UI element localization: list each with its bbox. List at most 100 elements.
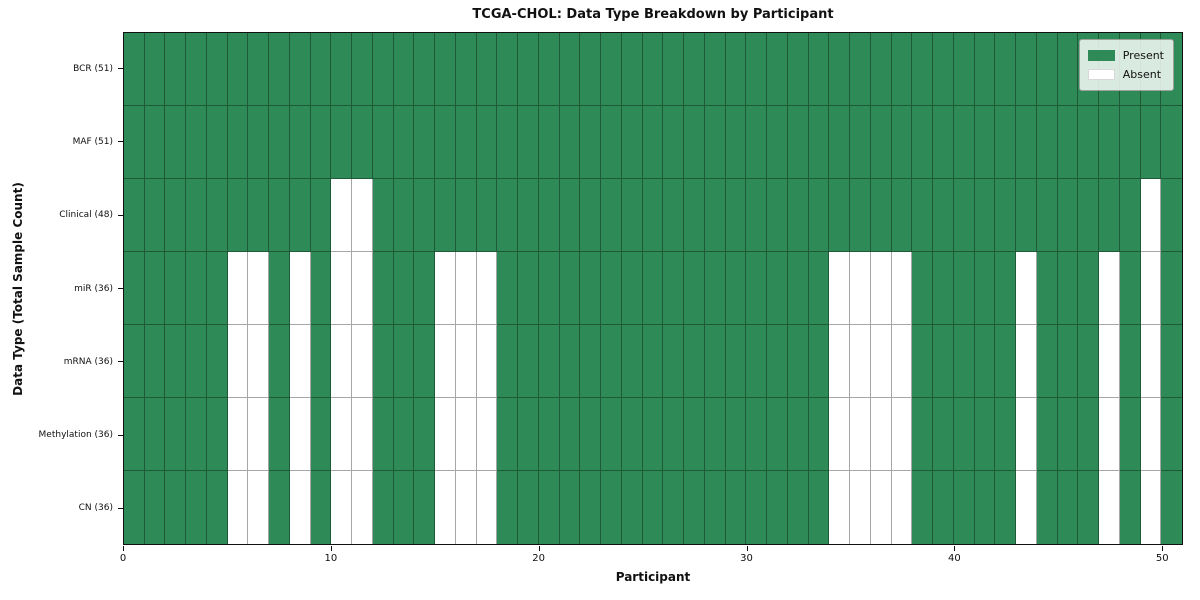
- heatmap-cell: [497, 33, 519, 106]
- heatmap-cell: [725, 179, 747, 252]
- heatmap-cell: [393, 252, 415, 325]
- heatmap-cell: [829, 325, 851, 398]
- heatmap-cell: [227, 106, 249, 179]
- heatmap-cell: [1036, 471, 1058, 544]
- y-tick-label: Clinical (48): [59, 210, 113, 221]
- heatmap-cell: [1078, 179, 1100, 252]
- heatmap-cell: [1161, 398, 1182, 471]
- heatmap-cell: [933, 252, 954, 325]
- heatmap-cell: [974, 471, 996, 544]
- heatmap-cell: [1161, 252, 1182, 325]
- heatmap-cell: [206, 325, 228, 398]
- heatmap-cell: [642, 471, 664, 544]
- heatmap-cell: [414, 252, 436, 325]
- heatmap-cell: [352, 398, 373, 471]
- heatmap-cell: [186, 471, 207, 544]
- heatmap-cell: [850, 398, 871, 471]
- heatmap-cell: [642, 179, 664, 252]
- heatmap-cell: [227, 471, 249, 544]
- heatmap-cell: [974, 325, 996, 398]
- heatmap-cell: [206, 33, 228, 106]
- heatmap-cell: [393, 325, 415, 398]
- heatmap-cell: [953, 33, 975, 106]
- heatmap-cell: [1119, 252, 1141, 325]
- heatmap-cell: [601, 33, 622, 106]
- heatmap-cell: [953, 179, 975, 252]
- heatmap-cell: [995, 33, 1017, 106]
- heatmap-cell: [621, 33, 643, 106]
- heatmap-cell: [995, 179, 1017, 252]
- heatmap-cell: [891, 106, 913, 179]
- heatmap-cell: [393, 106, 415, 179]
- heatmap-cell: [684, 33, 705, 106]
- heatmap-cell: [1078, 325, 1100, 398]
- present-swatch: [1087, 50, 1115, 61]
- heatmap-cell: [435, 471, 456, 544]
- heatmap-cell: [974, 179, 996, 252]
- heatmap-cell: [767, 106, 788, 179]
- heatmap-cell: [206, 471, 228, 544]
- heatmap-cell: [601, 106, 622, 179]
- heatmap-cell: [206, 106, 228, 179]
- heatmap-cell: [372, 252, 394, 325]
- heatmap-cell: [165, 179, 187, 252]
- heatmap-cell: [310, 252, 332, 325]
- heatmap-cell: [124, 106, 145, 179]
- heatmap-cell: [186, 325, 207, 398]
- heatmap-cell: [1016, 106, 1037, 179]
- heatmap-cell: [124, 33, 145, 106]
- heatmap-cell: [1057, 106, 1079, 179]
- heatmap-cell: [518, 325, 539, 398]
- heatmap-cell: [601, 325, 622, 398]
- heatmap-cell: [870, 252, 892, 325]
- heatmap-cell: [206, 398, 228, 471]
- heatmap-cell: [1140, 471, 1162, 544]
- heatmap-cell: [435, 325, 456, 398]
- heatmap-cell: [642, 252, 664, 325]
- heatmap-cell: [995, 252, 1017, 325]
- heatmap-cell: [663, 252, 685, 325]
- heatmap-cell: [1016, 325, 1037, 398]
- x-tick-label: 10: [324, 553, 338, 564]
- heatmap-cell: [995, 106, 1017, 179]
- heatmap-cell: [870, 179, 892, 252]
- x-tick-mark: [954, 546, 956, 551]
- heatmap-cell: [1161, 179, 1182, 252]
- heatmap-cell: [1057, 179, 1079, 252]
- heatmap-cell: [995, 471, 1017, 544]
- heatmap-cell: [1099, 179, 1120, 252]
- heatmap-cell: [704, 179, 726, 252]
- heatmap-cell: [829, 471, 851, 544]
- heatmap-cell: [165, 325, 187, 398]
- heatmap-cell: [352, 471, 373, 544]
- heatmap-cell: [1016, 398, 1037, 471]
- heatmap-cell: [144, 106, 166, 179]
- heatmap-cell: [663, 398, 685, 471]
- heatmap-cell: [891, 252, 913, 325]
- heatmap-cell: [663, 179, 685, 252]
- heatmap-cell: [704, 325, 726, 398]
- heatmap-cell: [1016, 471, 1037, 544]
- heatmap-cell: [746, 471, 768, 544]
- heatmap-cell: [580, 398, 602, 471]
- legend-label-absent: Absent: [1122, 68, 1162, 81]
- heatmap-cell: [1099, 398, 1120, 471]
- heatmap-cell: [808, 33, 830, 106]
- heatmap-cell: [455, 33, 477, 106]
- heatmap-cell: [269, 398, 290, 471]
- heatmap-cell: [331, 325, 353, 398]
- heatmap-cell: [808, 471, 830, 544]
- y-tick-mark: [118, 434, 123, 436]
- heatmap-cell: [352, 325, 373, 398]
- heatmap-cell: [372, 106, 394, 179]
- heatmap-cell: [870, 325, 892, 398]
- heatmap-cell: [538, 398, 560, 471]
- heatmap-cell: [704, 398, 726, 471]
- heatmap-cell: [455, 179, 477, 252]
- heatmap-cell: [995, 325, 1017, 398]
- heatmap-cell: [1057, 471, 1079, 544]
- heatmap-cell: [974, 398, 996, 471]
- heatmap-cell: [476, 252, 498, 325]
- x-tick-mark: [746, 546, 748, 551]
- legend-label-present: Present: [1122, 49, 1164, 62]
